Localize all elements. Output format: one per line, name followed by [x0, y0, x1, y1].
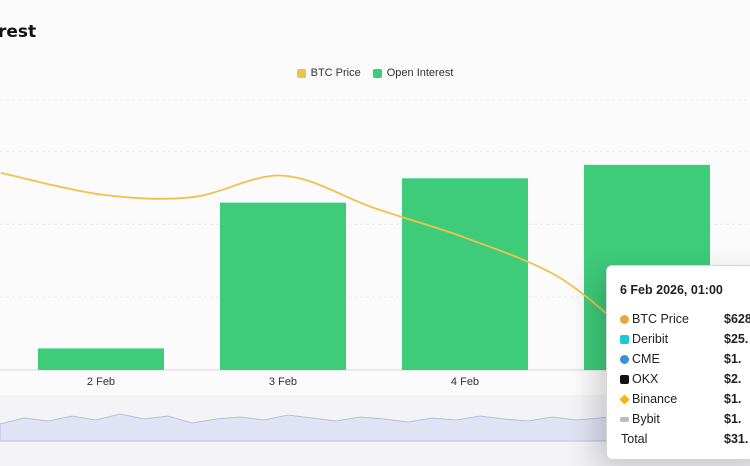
tooltip-date: 6 Feb 2026, 01:00: [620, 283, 723, 297]
legend-item-open-interest[interactable]: Open Interest: [372, 67, 454, 79]
tooltip-row-cme: CME $1.: [620, 349, 750, 369]
deribit-icon: [620, 335, 629, 344]
tooltip-row-bybit: Bybit $1.: [620, 409, 750, 429]
line-btc-price-path: [0, 172, 626, 331]
tooltip-label: Bybit: [632, 412, 660, 426]
legend-label-btc-price: BTC Price: [310, 67, 361, 79]
legend-label-open-interest: Open Interest: [386, 67, 454, 79]
tooltip-label: CME: [632, 352, 660, 366]
okx-icon: [620, 375, 629, 384]
bar-open-interest[interactable]: [38, 348, 164, 370]
bybit-icon: [620, 417, 629, 422]
cme-icon: [620, 355, 629, 364]
tooltip-row-okx: OKX $2.: [620, 369, 750, 389]
tooltip: 6 Feb 2026, 01:00 BTC Price $62875 Derib…: [606, 265, 750, 460]
tooltip-row-binance: Binance $1.: [619, 389, 750, 409]
tooltip-row-deribit: Deribit $25.: [620, 329, 750, 349]
legend-swatch-btc-price: [296, 68, 306, 78]
bar-open-interest[interactable]: [402, 178, 528, 370]
tooltip-label: BTC Price: [632, 312, 689, 326]
tooltip-label: Binance: [632, 392, 678, 406]
bars-open-interest: [38, 164, 710, 370]
bar-open-interest[interactable]: [220, 202, 346, 370]
tooltip-row-btc-price: BTC Price $62875: [620, 309, 750, 329]
tooltip-value: $1.: [724, 412, 742, 426]
binance-icon: [619, 394, 630, 405]
tooltip-label: OKX: [632, 372, 659, 386]
legend-item-btc-price[interactable]: BTC Price: [296, 67, 361, 79]
tooltip-value: $1.: [724, 392, 742, 406]
x-tick-label: 2 Feb: [87, 376, 115, 388]
btc-icon: [620, 315, 629, 324]
legend-swatch-open-interest: [372, 68, 382, 78]
chart-title: rest: [0, 22, 37, 42]
x-tick-label: 4 Feb: [451, 376, 479, 388]
x-tick-label: 3 Feb: [269, 376, 297, 388]
tooltip-value: $2.: [724, 372, 742, 386]
legend: BTC Price Open Interest: [0, 67, 750, 79]
tooltip-total-label: Total: [621, 432, 648, 446]
tooltip-value: $25.: [724, 332, 749, 346]
tooltip-value: $62875: [724, 312, 750, 326]
tooltip-total-value: $31.: [724, 432, 749, 446]
line-btc-price: [0, 172, 626, 331]
tooltip-row-total: Total $31.: [620, 429, 750, 449]
tooltip-value: $1.: [724, 352, 742, 366]
tooltip-label: Deribit: [632, 332, 669, 346]
